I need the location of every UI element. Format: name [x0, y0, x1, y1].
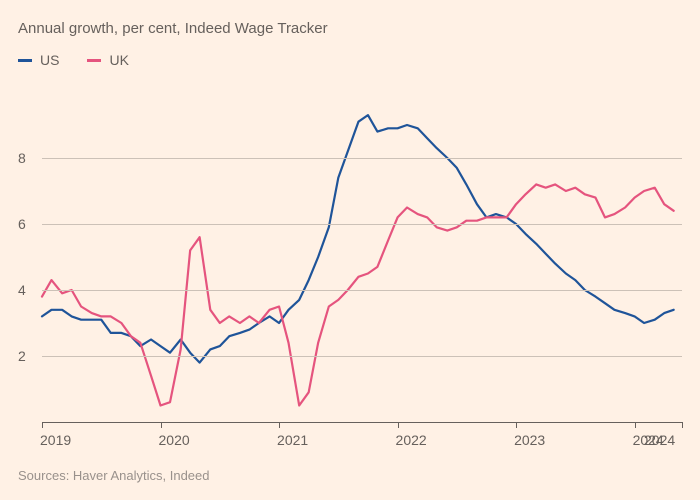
chart-subtitle: Annual growth, per cent, Indeed Wage Tra… — [18, 20, 328, 37]
x-tick — [161, 422, 162, 428]
chart-lines-svg — [42, 92, 682, 422]
x-tick-label: 2023 — [514, 432, 545, 448]
legend-swatch-uk — [87, 59, 101, 62]
legend-label-us: US — [40, 52, 59, 68]
y-gridline — [42, 158, 682, 159]
x-tick — [682, 422, 683, 428]
y-gridline — [42, 356, 682, 357]
y-tick-label: 2 — [18, 348, 26, 364]
legend-label-uk: UK — [109, 52, 128, 68]
legend: US UK — [18, 52, 129, 68]
series-line-uk — [42, 184, 674, 405]
legend-item-us: US — [18, 52, 59, 68]
x-tick-label: 2024 — [644, 432, 675, 448]
x-tick — [42, 422, 43, 428]
x-tick-label: 2022 — [396, 432, 427, 448]
x-tick — [516, 422, 517, 428]
legend-item-uk: UK — [87, 52, 128, 68]
y-gridline — [42, 224, 682, 225]
x-tick-label: 2019 — [40, 432, 71, 448]
series-line-us — [42, 115, 674, 363]
chart-plot-area: 24682019202020212022202320242024 — [42, 92, 682, 422]
x-tick — [635, 422, 636, 428]
y-tick-label: 4 — [18, 282, 26, 298]
y-tick-label: 8 — [18, 150, 26, 166]
x-axis-baseline — [42, 422, 682, 423]
legend-swatch-us — [18, 59, 32, 62]
chart-sources: Sources: Haver Analytics, Indeed — [18, 468, 210, 483]
y-gridline — [42, 290, 682, 291]
y-tick-label: 6 — [18, 216, 26, 232]
x-tick-label: 2020 — [159, 432, 190, 448]
x-tick-label: 2021 — [277, 432, 308, 448]
x-tick — [398, 422, 399, 428]
x-tick — [279, 422, 280, 428]
